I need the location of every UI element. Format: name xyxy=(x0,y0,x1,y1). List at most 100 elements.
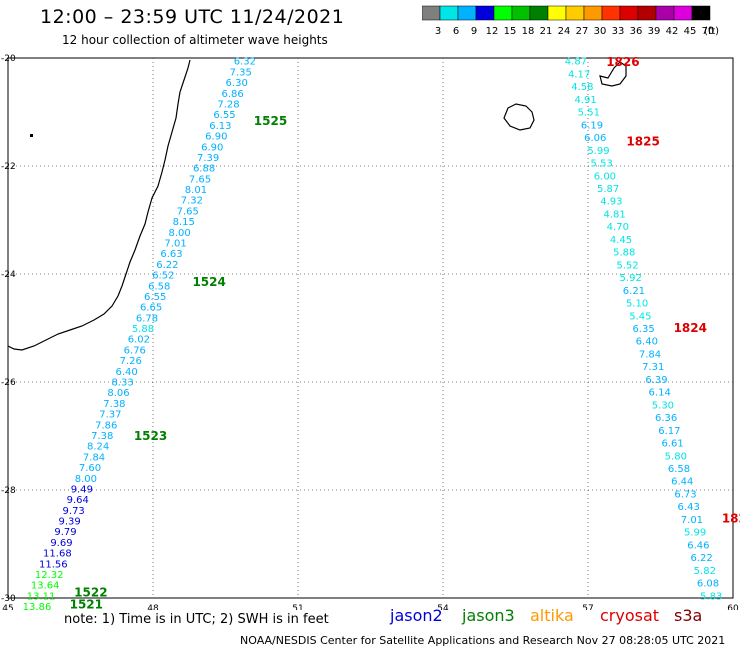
swh-value-label: 8.15 xyxy=(173,217,195,228)
swh-value-label: 6.06 xyxy=(584,133,606,144)
swh-value-label: 6.22 xyxy=(690,553,712,564)
swh-value-label: 7.28 xyxy=(217,99,239,110)
swh-value-label: 6.65 xyxy=(140,303,162,314)
swh-value-label: 6.08 xyxy=(697,579,719,590)
swh-value-label: 9.69 xyxy=(50,538,72,549)
swh-value-label: 4.91 xyxy=(574,95,596,106)
swh-value-label: 6.19 xyxy=(581,120,603,131)
swh-value-label: 11.68 xyxy=(43,549,72,560)
legend-label: 27 xyxy=(576,26,589,37)
swh-value-label: 4.81 xyxy=(603,209,625,220)
swh-value-label: 7.01 xyxy=(681,515,703,526)
swh-value-label: 5.10 xyxy=(626,299,648,310)
swh-value-label: 6.40 xyxy=(116,367,138,378)
lon-tick-label: 57 xyxy=(582,604,593,610)
mauritius-island xyxy=(599,61,627,87)
swh-value-label: 13.86 xyxy=(23,602,52,610)
swh-value-label: 7.38 xyxy=(91,431,113,442)
swh-value-label: 7.65 xyxy=(177,206,199,217)
legend-label: 45 xyxy=(684,26,697,37)
lat-tick-label: -20 xyxy=(1,54,16,64)
time-label: 1825 xyxy=(626,135,659,149)
swh-value-label: 8.00 xyxy=(168,228,190,239)
lon-tick-label: 45 xyxy=(2,604,13,610)
swh-value-label: 6.13 xyxy=(209,121,231,132)
legend-label: 6 xyxy=(453,26,459,37)
swh-value-label: 6.22 xyxy=(156,260,178,271)
swh-value-label: 9.73 xyxy=(63,506,85,517)
map-subtitle: 12 hour collection of altimeter wave hei… xyxy=(62,33,328,47)
legend-label: 24 xyxy=(558,26,571,37)
swh-value-label: 7.35 xyxy=(230,67,252,78)
swh-value-label: 6.90 xyxy=(205,132,227,143)
legend-label: 9 xyxy=(471,26,477,37)
swh-value-label: 5.83 xyxy=(700,591,722,602)
swh-value-label: 5.92 xyxy=(620,273,642,284)
map-frame: 45 48 51 54 57 60 -20 -22 -24 -26 -28 -30 xyxy=(1,54,739,610)
swh-value-label: 6.17 xyxy=(658,426,680,437)
swh-value-label: 8.33 xyxy=(111,378,133,389)
swh-value-label: 12.32 xyxy=(35,570,64,581)
swh-value-label: 5.88 xyxy=(613,248,635,259)
swh-value-label: 8.24 xyxy=(87,442,109,453)
footer-note: note: 1) Time is in UTC; 2) SWH is in fe… xyxy=(64,612,329,627)
swh-value-label: 5.82 xyxy=(694,566,716,577)
swh-value-label: 6.35 xyxy=(632,324,654,335)
swh-value-label: 8.00 xyxy=(75,474,97,485)
swh-value-label: 6.58 xyxy=(148,281,170,292)
swh-value-label: 8.06 xyxy=(107,388,129,399)
swh-value-label: 6.00 xyxy=(594,171,616,182)
legend-label: 18 xyxy=(522,26,535,37)
swh-value-label: 5.99 xyxy=(684,528,706,539)
swh-value-label: 4.58 xyxy=(571,82,593,93)
swh-value-label: 5.80 xyxy=(665,451,687,462)
swh-value-label: 5.53 xyxy=(591,159,613,170)
swh-value-label: 5.87 xyxy=(597,184,619,195)
swh-value-label: 6.55 xyxy=(213,110,235,121)
swh-value-label: 4.45 xyxy=(610,235,632,246)
legend-unit: (ft) xyxy=(704,26,719,37)
swh-value-label: 6.39 xyxy=(645,375,667,386)
swh-value-label: 6.30 xyxy=(226,78,248,89)
map-title: 12:00 – 23:59 UTC 11/24/2021 xyxy=(40,6,345,28)
swh-value-label: 7.84 xyxy=(639,349,661,360)
time-label: 1521 xyxy=(70,597,103,610)
wave-height-map: 45 48 51 54 57 60-20-22-24-26-28-30 6.327.356… xyxy=(1,54,740,610)
swh-value-label: 6.58 xyxy=(668,464,690,475)
legend-s3a: s3a xyxy=(674,606,703,625)
swh-value-label: 6.88 xyxy=(193,164,215,175)
time-label: 1826 xyxy=(606,55,639,69)
swh-value-label: 5.52 xyxy=(616,260,638,271)
lat-tick-label: -30 xyxy=(1,594,16,604)
swh-value-label: 6.32 xyxy=(234,57,256,68)
time-label: 1522 xyxy=(74,586,107,600)
lat-tick-label: -26 xyxy=(1,378,16,388)
swh-value-label: 6.73 xyxy=(674,489,696,500)
swh-value-label: 9.49 xyxy=(71,484,93,495)
swh-value-label: 7.01 xyxy=(164,239,186,250)
swh-value-label: 4.70 xyxy=(607,222,629,233)
legend-label: 3 xyxy=(435,26,441,37)
legend-label: 39 xyxy=(648,26,661,37)
legend-jason2: jason2 xyxy=(390,606,443,625)
swh-value-label: 7.31 xyxy=(642,362,664,373)
swh-value-label: 6.78 xyxy=(136,313,158,324)
swh-value-label: 6.55 xyxy=(144,292,166,303)
map-border xyxy=(7,57,734,599)
lat-tick-label: -22 xyxy=(1,162,16,172)
swh-value-label: 6.40 xyxy=(636,337,658,348)
legend-cryosat: cryosat xyxy=(600,606,660,625)
time-label: 1824 xyxy=(674,321,707,335)
footer-credit: NOAA/NESDIS Center for Satellite Applica… xyxy=(240,634,726,647)
swh-value-label: 7.60 xyxy=(79,463,101,474)
swh-value-label: 6.21 xyxy=(623,286,645,297)
swh-value-label: 7.32 xyxy=(181,196,203,207)
swh-value-label: 9.64 xyxy=(67,495,89,506)
swh-value-label: 7.37 xyxy=(99,410,121,421)
lon-tick-label: 48 xyxy=(147,604,159,610)
altimeter-tracks: 6.327.356.306.867.286.556.136.906.907.39… xyxy=(23,55,740,610)
swh-value-label: 6.14 xyxy=(649,388,671,399)
legend-label: 12 xyxy=(486,26,499,37)
swh-value-label: 5.45 xyxy=(629,311,651,322)
reunion-island xyxy=(503,103,535,131)
